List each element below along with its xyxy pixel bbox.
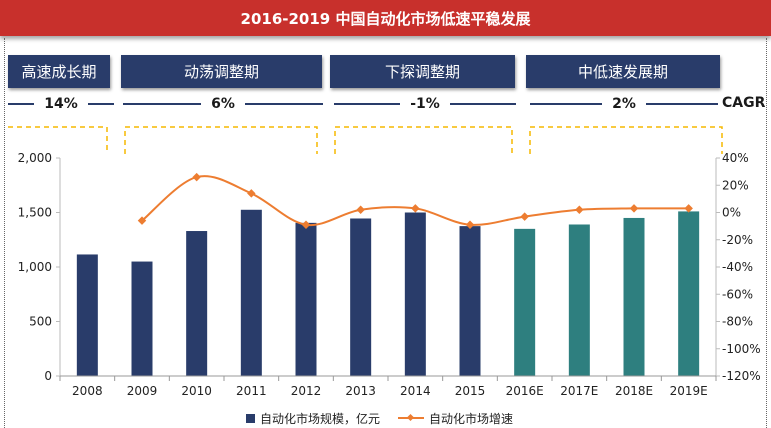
cagr-line: [334, 103, 401, 105]
phase-box-1: 高速成长期: [8, 55, 110, 88]
growth-marker-2009: [137, 216, 147, 225]
growth-marker-2012: [301, 220, 311, 230]
x-tick-label: 2016E: [506, 384, 544, 398]
x-axis: 2008 2009 2010 2011 2012 2013 2014 2015 2016E 201…: [59, 375, 717, 398]
cagr-line: [449, 103, 516, 105]
bar-series: [76, 209, 700, 376]
phase-box-3: 下探调整期: [330, 55, 515, 88]
right-y-axis: -120% -100% -80% -60% -40% -20% 0% 20% 40%: [715, 151, 761, 383]
bar-2013: [350, 218, 372, 376]
x-tick-label: 2009: [127, 384, 158, 398]
growth-marker-2014: [411, 204, 420, 213]
bar-2018E: [623, 217, 645, 376]
right-tick-label: -40%: [722, 260, 753, 274]
legend-label-line: 自动化市场增速: [429, 411, 514, 426]
cagr-value-1: 14%: [44, 96, 78, 112]
cagr-row-3: -1%: [334, 94, 516, 114]
x-tick-label: 2014: [400, 384, 431, 398]
growth-marker-2018E: [629, 204, 639, 213]
x-tick-label: 2008: [72, 384, 103, 398]
x-tick-label: 2017E: [560, 384, 598, 398]
legend-bar-swatch: [246, 413, 255, 423]
cagr-value-4: 2%: [612, 96, 636, 112]
left-y-axis: 0 500 1,000 1,500 2,000: [18, 151, 61, 383]
growth-marker-2010: [192, 172, 201, 182]
right-tick-label: -20%: [722, 233, 753, 247]
bar-2014: [404, 212, 426, 376]
bar-2010: [186, 231, 208, 376]
x-tick-label: 2018E: [615, 384, 653, 398]
cagr-line: [123, 103, 202, 105]
cagr-label: CAGR: [722, 95, 766, 111]
bar-2016E: [514, 228, 536, 376]
left-tick-label: 2,000: [18, 151, 52, 165]
x-tick-label: 2015: [455, 384, 486, 398]
left-tick-label: 1,000: [18, 260, 52, 274]
cagr-value-2: 6%: [211, 96, 235, 112]
legend-label-bar: 自动化市场规模，亿元: [260, 411, 381, 426]
phase-bracket-2: [124, 126, 318, 154]
right-tick-label: -120%: [722, 369, 761, 383]
bar-2019E: [678, 211, 700, 376]
legend-item-bar: 自动化市场规模，亿元: [246, 410, 380, 427]
cagr-row-4: 2%: [530, 94, 718, 114]
legend-item-line: 自动化市场增速: [398, 410, 513, 427]
growth-marker-2017E: [575, 205, 584, 215]
right-tick-label: 40%: [722, 151, 749, 165]
bar-2009: [131, 261, 153, 376]
phase-bracket-3: [334, 126, 513, 154]
bar-2011: [240, 209, 262, 376]
growth-marker-2013: [356, 205, 365, 215]
cagr-line: [87, 103, 115, 105]
cagr-line: [645, 103, 718, 105]
chart-title: 2016-2019 中国自动化市场低速平稳发展: [0, 0, 771, 36]
phase-bracket-4: [529, 126, 723, 154]
cagr-line: [8, 103, 35, 105]
right-tick-label: -80%: [722, 315, 753, 329]
x-tick-label: 2013: [345, 384, 376, 398]
growth-marker-2011: [247, 189, 256, 198]
x-tick-label: 2010: [181, 384, 212, 398]
left-tick-label: 1,500: [18, 206, 52, 220]
right-dotted-guide: [766, 38, 767, 428]
bar-2008: [76, 254, 98, 376]
x-tick-label: 2011: [236, 384, 267, 398]
phase-bracket-1: [8, 126, 108, 154]
phase-box-4: 中低速发展期: [526, 55, 720, 88]
right-tick-label: 0%: [722, 206, 741, 220]
cagr-value-3: -1%: [410, 96, 440, 112]
cagr-line: [244, 103, 323, 105]
left-dotted-guide: [4, 38, 5, 428]
bar-2017E: [568, 224, 590, 376]
x-tick-label: 2019E: [670, 384, 708, 398]
cagr-row-2: 6%: [123, 94, 323, 114]
left-tick-label: 500: [29, 315, 52, 329]
legend: 自动化市场规模，亿元 自动化市场增速: [246, 410, 531, 426]
growth-marker-2016E: [520, 212, 529, 221]
growth-marker-2015: [465, 220, 475, 230]
bar-2015: [459, 226, 481, 376]
x-tick-label: 2012: [291, 384, 322, 398]
cagr-row-1: 14%: [8, 94, 115, 114]
phase-brackets: [8, 126, 723, 154]
bar-2012: [295, 222, 317, 376]
left-tick-label: 0: [44, 369, 52, 383]
right-tick-label: 20%: [722, 178, 749, 192]
cagr-line: [530, 103, 603, 105]
phase-box-2: 动荡调整期: [121, 55, 322, 88]
right-tick-label: -100%: [722, 342, 761, 356]
legend-line-swatch: [398, 413, 425, 423]
growth-marker-2019E: [684, 204, 693, 213]
right-tick-label: -60%: [722, 287, 753, 301]
